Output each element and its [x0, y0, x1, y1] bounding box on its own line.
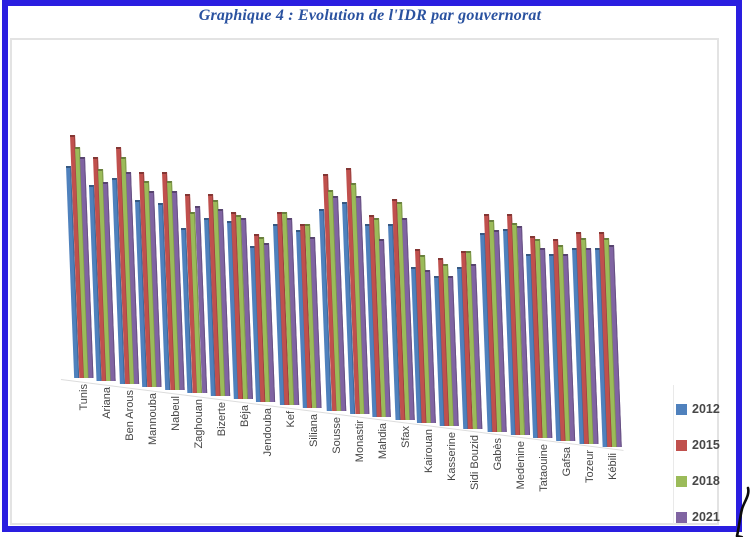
category-label-Tozeur: Tozeur — [584, 450, 596, 484]
category-label-Siliana: Siliana — [308, 414, 320, 448]
category-label-Gafsa: Gafsa — [561, 447, 573, 477]
category-label-Kairouan: Kairouan — [423, 429, 435, 474]
category-label-Medenine: Medenine — [515, 441, 527, 490]
category-label-Nabeul: Nabeul — [170, 396, 182, 431]
legend-label: 2012 — [692, 402, 720, 416]
category-label-Sidi Bouzid: Sidi Bouzid — [469, 435, 481, 491]
legend-label: 2018 — [692, 474, 720, 488]
category-label-Mannouba: Mannouba — [147, 393, 159, 445]
category-label-Gabès: Gabès — [492, 438, 504, 471]
category-label-Tunis: Tunis — [78, 384, 90, 411]
category-label-Mahdia: Mahdia — [377, 423, 389, 460]
category-label-Kasserine: Kasserine — [446, 432, 458, 481]
category-label-Bizerte: Bizerte — [216, 402, 228, 437]
category-label-Tataouine: Tataouine — [538, 444, 550, 492]
legend-swatch-2021 — [676, 511, 687, 523]
category-label-Monastir: Monastir — [354, 420, 366, 463]
legend-divider — [673, 385, 674, 524]
category-label-Kef: Kef — [285, 411, 297, 428]
category-label-Béja: Béja — [239, 405, 251, 428]
category-label-Sfax: Sfax — [400, 426, 412, 449]
legend-item-2021: 2021 — [676, 510, 720, 524]
category-label-Sousse: Sousse — [331, 417, 343, 454]
legend-item-2015: 2015 — [676, 438, 720, 452]
legend-label: 2021 — [692, 510, 720, 524]
category-label-Zaghouan: Zaghouan — [193, 399, 205, 449]
category-label-Ben Arous: Ben Arous — [124, 390, 136, 441]
category-label-Jendouba: Jendouba — [262, 408, 274, 457]
legend-label: 2015 — [692, 438, 720, 452]
legend-swatch-2018 — [676, 475, 687, 487]
legend-swatch-2012 — [676, 403, 687, 415]
page-title: Graphique 4 : Evolution de l'IDR par gou… — [198, 7, 542, 24]
legend-swatch-2015 — [676, 439, 687, 451]
legend-item-2018: 2018 — [676, 474, 720, 488]
category-label-Kébili: Kébili — [607, 453, 619, 480]
legend-item-2012: 2012 — [676, 402, 720, 416]
category-label-Ariana: Ariana — [101, 387, 113, 419]
